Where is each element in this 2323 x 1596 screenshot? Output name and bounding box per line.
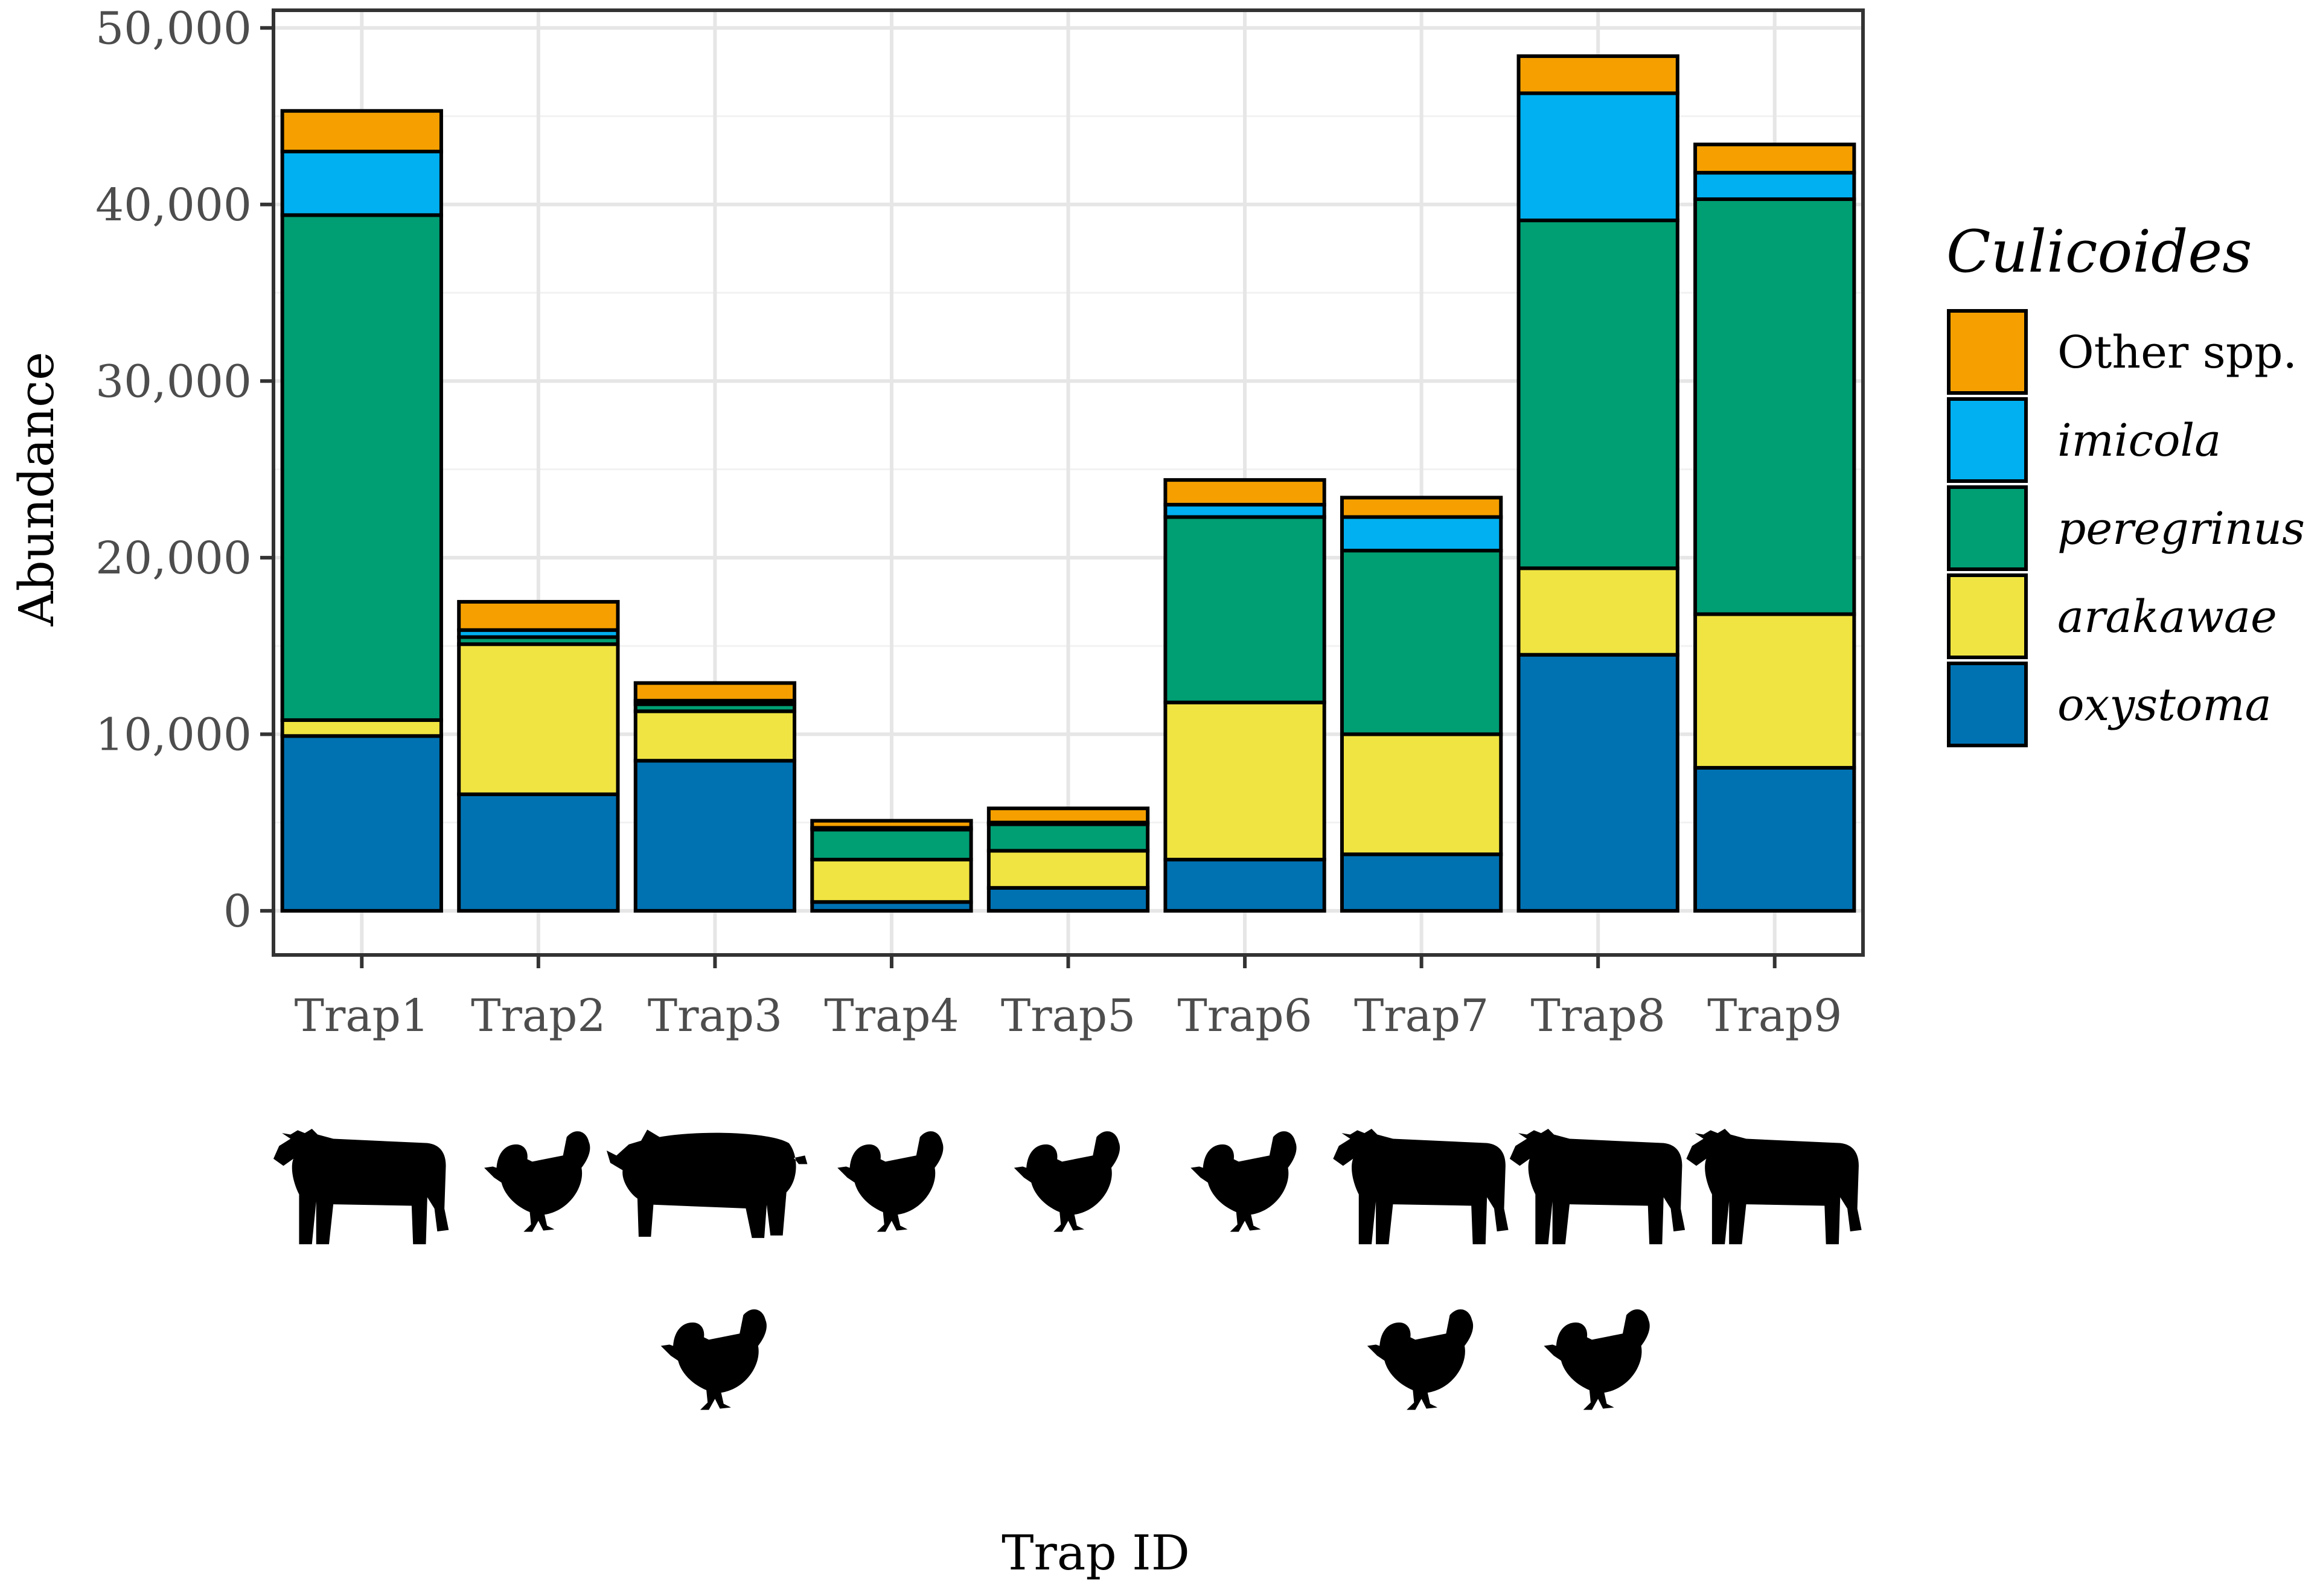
y-tick-label: 50,000 [95, 2, 252, 54]
x-axis-tick-labels: Trap1 Trap2 Trap3 Trap4 Trap5 Trap6 Trap7 Trap8… [295, 990, 1842, 1042]
bar-segment-other-spp [986, 806, 1150, 825]
bar-segment-arakawae [986, 849, 1150, 890]
bar-stack-trap7 [1340, 496, 1503, 913]
bar-segment-imicola [280, 150, 443, 217]
chicken-icon [1014, 1131, 1120, 1232]
x-tick-label: Trap1 [295, 990, 429, 1042]
bar-stack-trap6 [1163, 478, 1326, 913]
bar-segment-arakawae [1340, 732, 1503, 857]
bar-segment-arakawae [633, 709, 797, 763]
chicken-icon [1190, 1131, 1297, 1232]
y-tick-label: 30,000 [95, 356, 252, 407]
bar-segment-other-spp [1340, 496, 1503, 519]
bar-segment-arakawae [457, 642, 620, 796]
bar-segment-imicola [1340, 515, 1503, 553]
bar-segment-other-spp [280, 109, 443, 154]
bar-segment-oxystoma [633, 759, 797, 913]
bar-segment-imicola [1516, 91, 1679, 223]
x-tick-label: Trap8 [1531, 990, 1666, 1042]
legend: Culicoides Other spp. imicola peregrinus ar… [1946, 218, 2305, 747]
bar-segment-oxystoma [1693, 765, 1856, 913]
y-tick-label: 10,000 [95, 709, 252, 761]
bar-stack-trap8 [1516, 54, 1679, 913]
bar-segment-other-spp [1163, 478, 1326, 507]
x-axis-title: Trap ID [1002, 1525, 1190, 1581]
bar-segment-arakawae [1516, 566, 1679, 657]
bar-segment-imicola [1163, 503, 1326, 519]
bar-segment-other-spp [1516, 54, 1679, 95]
chicken-icon [484, 1131, 590, 1232]
x-tick-label: Trap3 [648, 990, 782, 1042]
bars [280, 54, 1856, 913]
legend-key-other-spp [1947, 309, 2028, 395]
chicken-icon [1367, 1309, 1474, 1410]
legend-label: Other spp. [2057, 327, 2297, 378]
bar-segment-peregrinus [810, 828, 973, 862]
bar-segment-arakawae [280, 718, 443, 738]
x-tick-label: Trap4 [824, 990, 959, 1042]
bar-stack-trap3 [633, 681, 797, 913]
bar-segment-imicola [1693, 171, 1856, 201]
bar-segment-arakawae [1163, 700, 1326, 862]
y-tick-label: 0 [223, 886, 252, 937]
bar-segment-peregrinus [1516, 219, 1679, 570]
bar-stack-trap5 [986, 806, 1150, 913]
x-tick-label: Trap5 [1001, 990, 1136, 1042]
bar-segment-oxystoma [457, 792, 620, 913]
axis-ticks [260, 26, 1777, 968]
bar-segment-other-spp [810, 819, 973, 830]
cow-icon [1333, 1129, 1509, 1245]
legend-key-peregrinus [1947, 485, 2028, 571]
bar-stack-trap9 [1693, 142, 1856, 913]
legend-label: imicola [2057, 415, 2221, 467]
bar-segment-peregrinus [1340, 549, 1503, 736]
bar-segment-oxystoma [986, 886, 1150, 913]
legend-key-arakawae [1947, 573, 2028, 659]
bar-segment-oxystoma [1163, 858, 1326, 913]
bar-segment-other-spp [457, 599, 620, 632]
x-tick-label: Trap9 [1707, 990, 1842, 1042]
legend-label: oxystoma [2057, 679, 2272, 731]
legend-key-oxystoma [1947, 662, 2028, 747]
legend-label: peregrinus [2057, 503, 2305, 555]
bar-segment-other-spp [1693, 142, 1856, 175]
bar-stack-trap1 [280, 109, 443, 913]
y-axis-tick-labels: 0 10,000 20,000 30,000 40,000 50,000 [95, 2, 252, 937]
plot-panel [272, 8, 1865, 957]
cow-icon [273, 1129, 449, 1245]
bar-segment-oxystoma [280, 734, 443, 913]
legend-key-imicola [1947, 397, 2028, 483]
x-tick-label: Trap2 [471, 990, 606, 1042]
bar-segment-peregrinus [1163, 515, 1326, 704]
cow-icon [1509, 1129, 1686, 1245]
bar-segment-other-spp [633, 681, 797, 703]
chicken-icon [660, 1309, 767, 1410]
x-tick-label: Trap7 [1354, 990, 1489, 1042]
bar-segment-arakawae [810, 858, 973, 904]
y-tick-label: 20,000 [95, 532, 252, 584]
bar-segment-oxystoma [1340, 852, 1503, 913]
legend-title: Culicoides [1946, 218, 2252, 286]
bar-segment-oxystoma [1516, 653, 1679, 913]
chicken-icon [1544, 1309, 1650, 1410]
y-tick-label: 40,000 [95, 179, 252, 231]
pig-icon [606, 1129, 808, 1238]
bar-segment-arakawae [1693, 612, 1856, 770]
bar-stack-trap4 [810, 819, 973, 913]
x-tick-label: Trap6 [1177, 990, 1312, 1042]
bar-stack-trap2 [457, 599, 620, 913]
bar-segment-peregrinus [1693, 197, 1856, 616]
bar-segment-peregrinus [986, 822, 1150, 853]
chicken-icon [837, 1131, 944, 1232]
legend-label: arakawae [2057, 591, 2277, 643]
host-animal-icons [273, 1129, 1862, 1410]
cow-icon [1686, 1129, 1862, 1245]
bar-segment-peregrinus [280, 213, 443, 722]
y-axis-title: Abundance [8, 352, 65, 627]
